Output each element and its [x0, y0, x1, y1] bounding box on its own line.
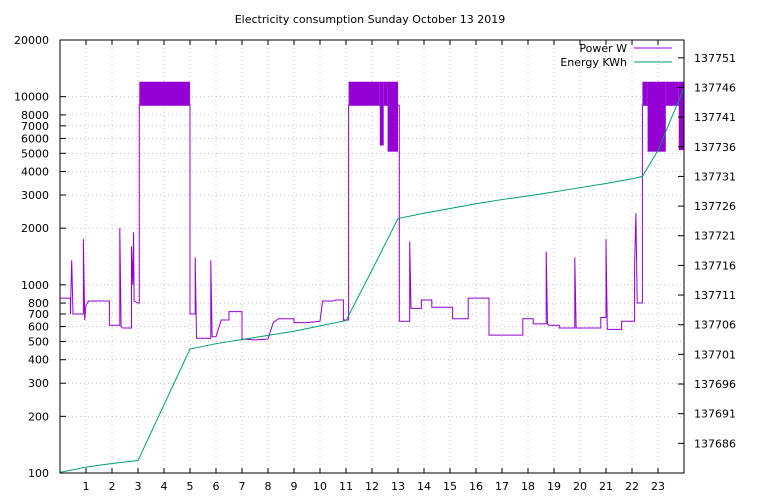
- y2-tick-label: 137701: [694, 348, 736, 361]
- y-tick-label: 500: [28, 335, 49, 348]
- axes: 1 2 3 4 5 6 7 8 9 10 11 12 13 14 15 16 17 18 19 20 21 22 23100…: [14, 34, 736, 493]
- legend-label: Energy KWh: [560, 56, 627, 69]
- x-tick-label: 20: [573, 480, 587, 493]
- y-tick-label: 5000: [21, 147, 49, 160]
- x-tick-label: 18: [521, 480, 535, 493]
- x-tick-label: 12: [365, 480, 379, 493]
- power-burst-band: [678, 81, 684, 151]
- power-burst-band: [647, 81, 666, 152]
- y-tick-label: 200: [28, 410, 49, 423]
- series-layer: [60, 81, 684, 473]
- power-burst-band: [379, 81, 384, 146]
- x-tick-label: 6: [213, 480, 220, 493]
- x-tick-label: 16: [469, 480, 483, 493]
- y-tick-label: 1000: [21, 279, 49, 292]
- y-tick-label: 6000: [21, 132, 49, 145]
- y2-tick-label: 137751: [694, 52, 736, 65]
- y2-tick-label: 137726: [694, 200, 736, 213]
- y-tick-label: 8000: [21, 109, 49, 122]
- power-burst-band: [387, 81, 398, 152]
- series-line-power: [60, 104, 684, 341]
- x-tick-label: 14: [417, 480, 431, 493]
- y-tick-label: 20000: [14, 34, 49, 47]
- x-tick-label: 17: [495, 480, 509, 493]
- y-tick-label: 600: [28, 321, 49, 334]
- y2-tick-label: 137696: [694, 378, 736, 391]
- power-burst-band: [383, 81, 388, 106]
- power-burst-band: [139, 81, 190, 106]
- x-tick-label: 10: [313, 480, 327, 493]
- y2-tick-label: 137711: [694, 289, 736, 302]
- x-tick-label: 4: [161, 480, 168, 493]
- y2-tick-label: 137706: [694, 319, 736, 332]
- x-tick-label: 21: [599, 480, 613, 493]
- y2-tick-label: 137691: [694, 408, 736, 421]
- series-line-energy: [60, 87, 684, 473]
- y-tick-label: 400: [28, 354, 49, 367]
- x-tick-label: 1: [83, 480, 90, 493]
- chart-title: Electricity consumption Sunday October 1…: [235, 13, 506, 26]
- y-tick-label: 100: [28, 467, 49, 480]
- x-tick-label: 22: [625, 480, 639, 493]
- y2-tick-label: 137721: [694, 230, 736, 243]
- power-burst-band: [348, 81, 380, 106]
- y-tick-label: 10000: [14, 91, 49, 104]
- x-tick-label: 7: [239, 480, 246, 493]
- y2-tick-label: 137716: [694, 259, 736, 272]
- x-tick-label: 8: [265, 480, 272, 493]
- y-tick-label: 4000: [21, 166, 49, 179]
- x-tick-label: 13: [391, 480, 405, 493]
- grid-lines: [60, 40, 684, 473]
- x-tick-label: 9: [291, 480, 298, 493]
- y2-tick-label: 137736: [694, 141, 736, 154]
- y-tick-label: 2000: [21, 222, 49, 235]
- y2-tick-label: 137731: [694, 170, 736, 183]
- power-burst-band: [665, 81, 679, 106]
- y2-tick-label: 137741: [694, 111, 736, 124]
- y-tick-label: 3000: [21, 189, 49, 202]
- power-burst-band: [642, 81, 648, 106]
- y-tick-label: 300: [28, 377, 49, 390]
- y-tick-label: 700: [28, 308, 49, 321]
- x-tick-label: 23: [651, 480, 665, 493]
- x-tick-label: 3: [135, 480, 142, 493]
- y-tick-label: 800: [28, 297, 49, 310]
- x-tick-label: 15: [443, 480, 457, 493]
- x-tick-label: 11: [339, 480, 353, 493]
- y2-tick-label: 137746: [694, 81, 736, 94]
- y2-tick-label: 137686: [694, 437, 736, 450]
- x-tick-label: 5: [187, 480, 194, 493]
- x-tick-label: 2: [109, 480, 116, 493]
- y-tick-label: 7000: [21, 120, 49, 133]
- legend-label: Power W: [579, 42, 627, 55]
- x-tick-label: 19: [547, 480, 561, 493]
